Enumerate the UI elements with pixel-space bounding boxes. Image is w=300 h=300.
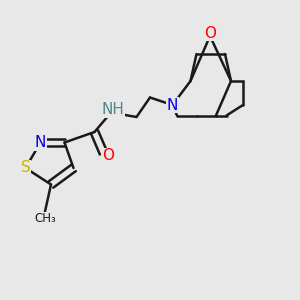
- Text: O: O: [102, 148, 114, 164]
- Text: NH: NH: [101, 102, 124, 117]
- Text: N: N: [35, 135, 46, 150]
- Text: S: S: [21, 160, 30, 175]
- Text: CH₃: CH₃: [34, 212, 56, 226]
- Text: O: O: [204, 26, 216, 40]
- Text: N: N: [167, 98, 178, 112]
